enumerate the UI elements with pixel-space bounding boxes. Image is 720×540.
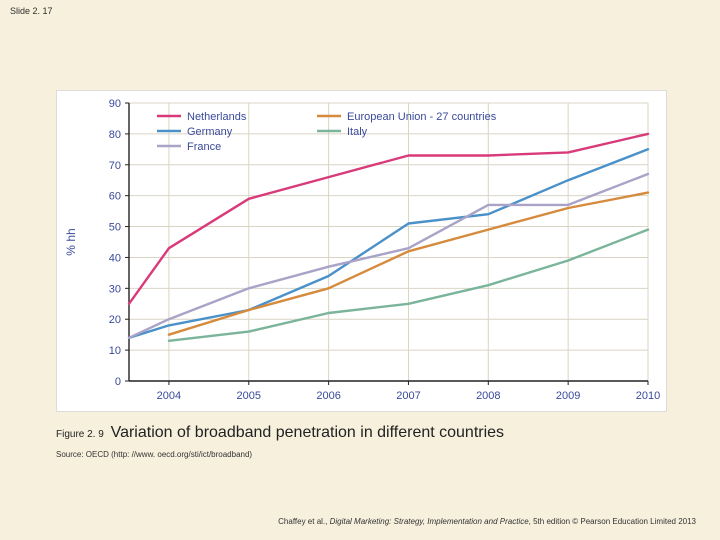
svg-text:10: 10 (109, 345, 121, 357)
source-line: Source: OECD (http: //www. oecd.org/sti/… (56, 450, 252, 459)
chart-container: 0 10 20 30 40 50 60 70 80 90 2004 2005 2006 2007 2008 2… (56, 90, 667, 412)
svg-text:50: 50 (109, 222, 121, 234)
svg-text:2010: 2010 (636, 390, 660, 402)
footer-italic: Digital Marketing: Strategy, Implementat… (330, 517, 529, 526)
svg-text:60: 60 (109, 191, 121, 203)
svg-text:Netherlands: Netherlands (187, 111, 247, 123)
svg-text:European Union - 27 countries: European Union - 27 countries (347, 111, 497, 123)
svg-text:2004: 2004 (157, 390, 181, 402)
svg-text:Italy: Italy (347, 126, 368, 138)
figure-caption: Figure 2. 9 Variation of broadband penet… (56, 424, 676, 442)
svg-text:France: France (187, 141, 221, 153)
svg-text:2007: 2007 (396, 390, 420, 402)
figure-title: Variation of broadband penetration in di… (111, 424, 504, 441)
svg-text:2006: 2006 (316, 390, 340, 402)
svg-text:2009: 2009 (556, 390, 580, 402)
footer-text-2: , 5th edition © Pearson Education Limite… (529, 517, 696, 526)
svg-text:70: 70 (109, 160, 121, 172)
svg-text:20: 20 (109, 314, 121, 326)
slide-number: Slide 2. 17 (10, 6, 53, 16)
figure-label: Figure 2. 9 (56, 429, 104, 440)
svg-text:30: 30 (109, 283, 121, 295)
footer-text-1: Chaffey et al., (278, 517, 329, 526)
svg-text:Germany: Germany (187, 126, 233, 138)
svg-text:80: 80 (109, 129, 121, 141)
line-chart: 0 10 20 30 40 50 60 70 80 90 2004 2005 2006 2007 2008 2… (57, 91, 666, 411)
svg-text:2005: 2005 (237, 390, 261, 402)
svg-text:40: 40 (109, 252, 121, 264)
svg-text:90: 90 (109, 98, 121, 110)
footer-credit: Chaffey et al., Digital Marketing: Strat… (278, 517, 696, 526)
svg-text:0: 0 (115, 376, 121, 388)
svg-text:2008: 2008 (476, 390, 500, 402)
svg-text:% hh: % hh (64, 228, 78, 255)
